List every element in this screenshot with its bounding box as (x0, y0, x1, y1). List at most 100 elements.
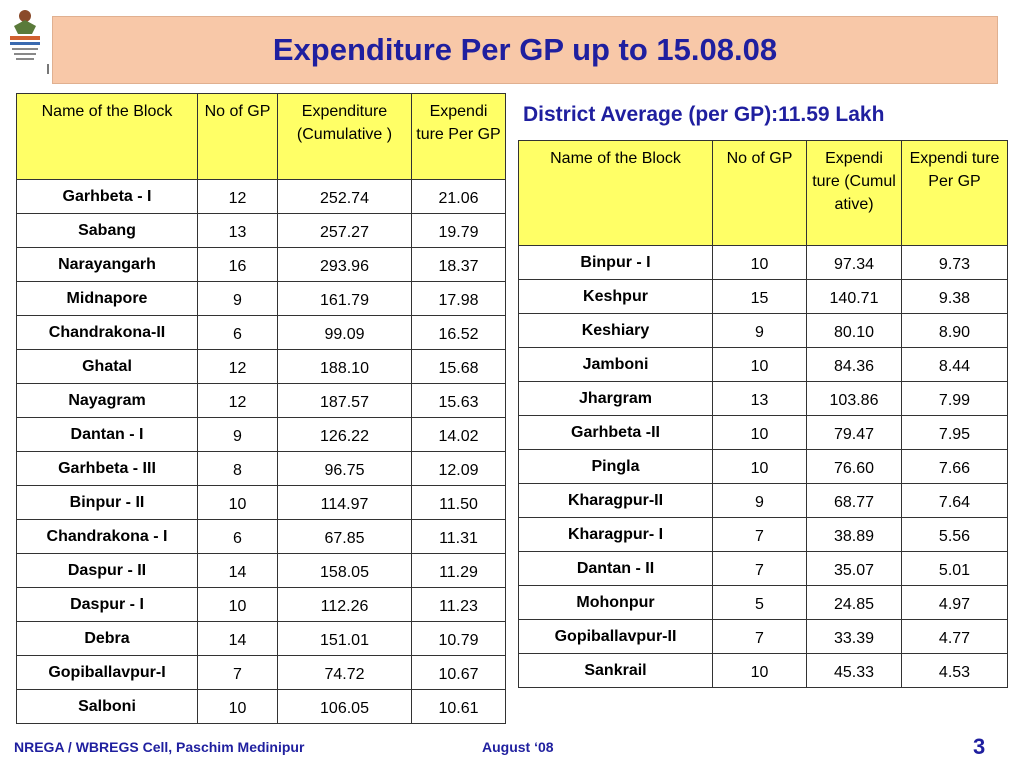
table-row: Keshpur 15 140.71 9.38 (518, 279, 1008, 314)
no-of-gp-cell: 15 (712, 279, 807, 314)
table-row: Narayangarh 16 293.96 18.37 (16, 247, 506, 282)
block-name-cell: Keshiary (518, 313, 713, 348)
expenditure-cumulative-cell: 126.22 (277, 417, 412, 452)
header-block-name: Name of the Block (16, 93, 198, 180)
expenditure-cumulative-cell: 76.60 (806, 449, 902, 484)
no-of-gp-cell: 10 (197, 485, 278, 520)
block-name-cell: Jamboni (518, 347, 713, 382)
block-name-cell: Garhbeta - III (16, 451, 198, 486)
expenditure-per-gp-cell: 4.77 (901, 619, 1008, 654)
block-name-cell: Chandrakona - I (16, 519, 198, 554)
table-header-row: Name of the Block No of GP Expenditure (… (16, 93, 506, 180)
no-of-gp-cell: 9 (197, 281, 278, 316)
table-row: Dantan - II 7 35.07 5.01 (518, 551, 1008, 586)
table-row: Chandrakona-II 6 99.09 16.52 (16, 315, 506, 350)
table-row: Midnapore 9 161.79 17.98 (16, 281, 506, 316)
expenditure-cumulative-cell: 68.77 (806, 483, 902, 518)
district-average: District Average (per GP):11.59 Lakh (523, 103, 885, 126)
header-expenditure-cumulative: Expenditure (Cumulative ) (277, 93, 412, 180)
block-name-cell: Kharagpur- I (518, 517, 713, 552)
expenditure-per-gp-cell: 19.79 (411, 213, 506, 248)
expenditure-per-gp-cell: 11.31 (411, 519, 506, 554)
expenditure-per-gp-cell: 11.29 (411, 553, 506, 588)
expenditure-cumulative-cell: 45.33 (806, 653, 902, 688)
expenditure-cumulative-cell: 99.09 (277, 315, 412, 350)
expenditure-per-gp-cell: 16.52 (411, 315, 506, 350)
table-header-row: Name of the Block No of GP Expendi ture … (518, 140, 1008, 246)
expenditure-cumulative-cell: 38.89 (806, 517, 902, 552)
table-row: Binpur - I 10 97.34 9.73 (518, 245, 1008, 280)
block-name-cell: Midnapore (16, 281, 198, 316)
table-row: Pingla 10 76.60 7.66 (518, 449, 1008, 484)
no-of-gp-cell: 8 (197, 451, 278, 486)
expenditure-per-gp-cell: 17.98 (411, 281, 506, 316)
no-of-gp-cell: 6 (197, 519, 278, 554)
no-of-gp-cell: 6 (197, 315, 278, 350)
table-row: Nayagram 12 187.57 15.63 (16, 383, 506, 418)
expenditure-cumulative-cell: 293.96 (277, 247, 412, 282)
no-of-gp-cell: 10 (712, 653, 807, 688)
expenditure-cumulative-cell: 35.07 (806, 551, 902, 586)
block-name-cell: Nayagram (16, 383, 198, 418)
header-expenditure-cumulative: Expendi ture (Cumul ative) (806, 140, 902, 246)
block-name-cell: Binpur - I (518, 245, 713, 280)
expenditure-per-gp-cell: 4.53 (901, 653, 1008, 688)
no-of-gp-cell: 14 (197, 553, 278, 588)
expenditure-cumulative-cell: 80.10 (806, 313, 902, 348)
table-row: Chandrakona - I 6 67.85 11.31 (16, 519, 506, 554)
block-name-cell: Mohonpur (518, 585, 713, 620)
divider (47, 64, 49, 74)
expenditure-per-gp-cell: 7.66 (901, 449, 1008, 484)
title-banner: Expenditure Per GP up to 15.08.08 (52, 16, 998, 84)
expenditure-cumulative-cell: 114.97 (277, 485, 412, 520)
no-of-gp-cell: 12 (197, 179, 278, 214)
expenditure-cumulative-cell: 97.34 (806, 245, 902, 280)
expenditure-per-gp-cell: 9.38 (901, 279, 1008, 314)
table-row: Gopiballavpur-I 7 74.72 10.67 (16, 655, 506, 690)
block-name-cell: Sankrail (518, 653, 713, 688)
no-of-gp-cell: 10 (712, 449, 807, 484)
no-of-gp-cell: 10 (197, 587, 278, 622)
expenditure-cumulative-cell: 96.75 (277, 451, 412, 486)
expenditure-per-gp-cell: 9.73 (901, 245, 1008, 280)
expenditure-per-gp-cell: 14.02 (411, 417, 506, 452)
block-name-cell: Dantan - II (518, 551, 713, 586)
block-name-cell: Narayangarh (16, 247, 198, 282)
table-row: Kharagpur- I 7 38.89 5.56 (518, 517, 1008, 552)
block-name-cell: Binpur - II (16, 485, 198, 520)
expenditure-cumulative-cell: 112.26 (277, 587, 412, 622)
header-expenditure-per-gp: Expendi ture Per GP (901, 140, 1008, 246)
page-number: 3 (973, 734, 986, 759)
no-of-gp-cell: 12 (197, 349, 278, 384)
expenditure-cumulative-cell: 140.71 (806, 279, 902, 314)
no-of-gp-cell: 9 (712, 313, 807, 348)
expenditure-per-gp-cell: 4.97 (901, 585, 1008, 620)
header-expenditure-per-gp: Expendi ture Per GP (411, 93, 506, 180)
expenditure-per-gp-cell: 5.01 (901, 551, 1008, 586)
expenditure-per-gp-cell: 11.50 (411, 485, 506, 520)
table-row: Salboni 10 106.05 10.61 (16, 689, 506, 724)
no-of-gp-cell: 16 (197, 247, 278, 282)
expenditure-per-gp-cell: 10.79 (411, 621, 506, 656)
table-row: Kharagpur-II 9 68.77 7.64 (518, 483, 1008, 518)
left-expenditure-table: Name of the Block No of GP Expenditure (… (16, 93, 506, 724)
expenditure-per-gp-cell: 10.67 (411, 655, 506, 690)
no-of-gp-cell: 5 (712, 585, 807, 620)
table-row: Mohonpur 5 24.85 4.97 (518, 585, 1008, 620)
expenditure-per-gp-cell: 10.61 (411, 689, 506, 724)
expenditure-per-gp-cell: 15.68 (411, 349, 506, 384)
table-row: Garhbeta - I 12 252.74 21.06 (16, 179, 506, 214)
no-of-gp-cell: 13 (712, 381, 807, 416)
expenditure-per-gp-cell: 12.09 (411, 451, 506, 486)
expenditure-cumulative-cell: 67.85 (277, 519, 412, 554)
expenditure-cumulative-cell: 257.27 (277, 213, 412, 248)
block-name-cell: Gopiballavpur-II (518, 619, 713, 654)
expenditure-cumulative-cell: 252.74 (277, 179, 412, 214)
block-name-cell: Kharagpur-II (518, 483, 713, 518)
expenditure-per-gp-cell: 21.06 (411, 179, 506, 214)
table-row: Dantan - I 9 126.22 14.02 (16, 417, 506, 452)
table-row: Debra 14 151.01 10.79 (16, 621, 506, 656)
expenditure-per-gp-cell: 7.95 (901, 415, 1008, 450)
block-name-cell: Daspur - II (16, 553, 198, 588)
footer-organization: NREGA / WBREGS Cell, Paschim Medinipur (14, 739, 305, 755)
